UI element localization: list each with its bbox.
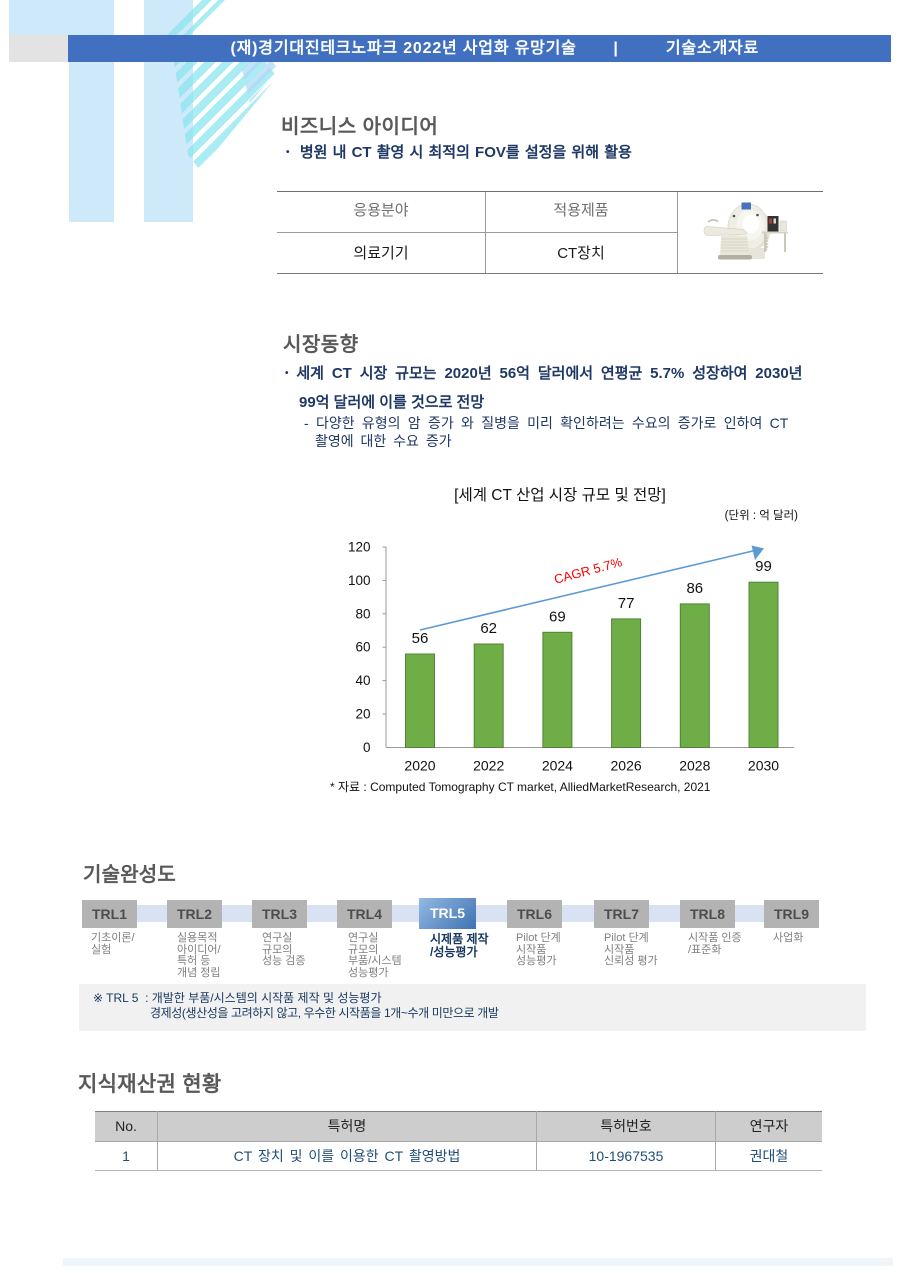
svg-text:CAGR 5.7%: CAGR 5.7% <box>552 554 623 587</box>
svg-text:100: 100 <box>348 573 371 588</box>
svg-text:120: 120 <box>348 540 371 555</box>
svg-text:20: 20 <box>355 707 370 722</box>
svg-text:80: 80 <box>355 606 370 621</box>
svg-text:99: 99 <box>755 558 772 575</box>
svg-text:2028: 2028 <box>679 758 710 774</box>
svg-text:* 자료 : Computed Tomography CT: * 자료 : Computed Tomography CT market, Al… <box>330 780 711 794</box>
svg-text:40: 40 <box>355 673 370 688</box>
svg-text:86: 86 <box>686 580 703 597</box>
svg-text:56: 56 <box>412 630 429 647</box>
svg-text:2020: 2020 <box>404 758 435 774</box>
svg-text:[세계 CT 산업 시장 규모 및 전망]: [세계 CT 산업 시장 규모 및 전망] <box>454 486 666 504</box>
svg-text:0: 0 <box>363 740 371 755</box>
svg-text:2030: 2030 <box>748 758 779 774</box>
svg-text:(단위 : 억 달러): (단위 : 억 달러) <box>725 508 799 522</box>
svg-text:60: 60 <box>355 640 370 655</box>
svg-text:2026: 2026 <box>611 758 642 774</box>
svg-text:2022: 2022 <box>473 758 504 774</box>
svg-text:77: 77 <box>618 595 635 612</box>
svg-text:69: 69 <box>549 608 566 625</box>
svg-text:62: 62 <box>480 620 497 637</box>
svg-text:2024: 2024 <box>542 758 573 774</box>
